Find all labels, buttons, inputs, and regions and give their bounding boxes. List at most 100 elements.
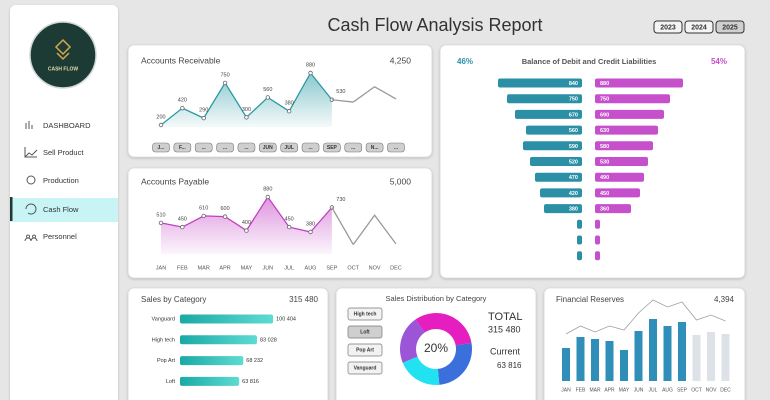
bar-left bbox=[577, 251, 582, 261]
slicer-button[interactable] bbox=[347, 325, 383, 339]
x-tick-label: NOV bbox=[706, 387, 718, 393]
bar-label: 590 bbox=[569, 144, 578, 150]
slicer-button[interactable] bbox=[347, 307, 383, 321]
x-tick-label: NOV bbox=[369, 265, 381, 271]
category-label: Loft bbox=[166, 379, 176, 385]
bar-left bbox=[526, 125, 582, 135]
data-label: 300 bbox=[242, 107, 251, 113]
slicer-button[interactable] bbox=[347, 343, 383, 357]
point bbox=[158, 220, 164, 226]
panel-title: Accounts Payable bbox=[141, 176, 209, 186]
bar-left bbox=[523, 141, 582, 151]
month-button[interactable] bbox=[152, 142, 170, 153]
bar-value: 63 816 bbox=[242, 379, 259, 385]
bar-left bbox=[498, 78, 582, 88]
year-button[interactable] bbox=[653, 20, 683, 34]
x-tick-label: OCT bbox=[347, 265, 359, 271]
point bbox=[308, 70, 313, 76]
point bbox=[158, 122, 164, 128]
nav-item[interactable]: Sell Product bbox=[43, 148, 84, 157]
bar-right bbox=[595, 188, 640, 198]
month-button-label: N... bbox=[371, 145, 379, 151]
panel-distribution bbox=[335, 287, 537, 400]
icon-sell bbox=[24, 147, 38, 158]
nav-item[interactable]: Production bbox=[43, 176, 79, 185]
point bbox=[308, 229, 313, 235]
month-button-label: JUN bbox=[263, 145, 273, 151]
bar-label: 520 bbox=[569, 159, 578, 165]
area bbox=[161, 197, 332, 254]
bar-right bbox=[595, 204, 631, 214]
data-label: 400 bbox=[242, 220, 251, 226]
data-label: 290 bbox=[199, 108, 208, 114]
month-button[interactable] bbox=[344, 142, 363, 153]
current-title: Current bbox=[490, 346, 521, 356]
bar-label: 880 bbox=[600, 81, 609, 87]
donut-center: 20% bbox=[424, 341, 448, 355]
point bbox=[286, 224, 292, 230]
data-label: 600 bbox=[220, 206, 229, 212]
month-button[interactable] bbox=[258, 142, 277, 153]
bar bbox=[576, 337, 585, 381]
nav-item[interactable]: DASHBOARD bbox=[43, 121, 91, 130]
x-tick-label: AUG bbox=[305, 265, 317, 271]
month-button[interactable] bbox=[387, 142, 405, 153]
month-button[interactable] bbox=[194, 142, 213, 153]
month-button[interactable] bbox=[280, 142, 298, 153]
month-button[interactable] bbox=[237, 142, 256, 153]
total-value: 315 480 bbox=[488, 324, 521, 334]
year-button[interactable] bbox=[715, 20, 745, 34]
x-tick-label: DEC bbox=[390, 265, 402, 271]
month-button[interactable] bbox=[173, 142, 192, 153]
data-label: 880 bbox=[306, 62, 315, 68]
bar-label: 690 bbox=[600, 112, 609, 118]
bar bbox=[180, 356, 244, 366]
x-tick-label: JAN bbox=[561, 387, 571, 393]
nav-item[interactable]: Personnel bbox=[43, 232, 77, 241]
category-label: Pop Art bbox=[157, 358, 176, 364]
line bbox=[352, 85, 397, 103]
panel-title: Balance of Debit and Credit Liabilities bbox=[522, 57, 657, 66]
left-share: 46% bbox=[457, 57, 473, 66]
point bbox=[244, 115, 249, 120]
x-tick-label: JUL bbox=[284, 265, 294, 271]
bar-label: 450 bbox=[600, 191, 609, 197]
bar-label: 380 bbox=[569, 207, 578, 213]
x-tick-label: JAN bbox=[156, 265, 166, 271]
year-button[interactable] bbox=[684, 20, 714, 34]
category-label: Vanguard bbox=[152, 316, 175, 322]
bar-right bbox=[595, 251, 600, 261]
bar bbox=[620, 350, 628, 381]
point bbox=[201, 115, 206, 121]
nav-item[interactable]: Cash Flow bbox=[43, 205, 79, 214]
bar-value: 68 232 bbox=[246, 358, 263, 364]
nav-active-marker bbox=[10, 197, 13, 221]
point bbox=[180, 105, 185, 111]
bar-label: 420 bbox=[569, 191, 578, 197]
bar-right bbox=[595, 109, 664, 119]
slicer-label: Loft bbox=[360, 329, 370, 335]
x-tick-label: MAY bbox=[241, 265, 253, 271]
panel-receivable bbox=[127, 44, 433, 158]
point bbox=[180, 224, 185, 230]
icon-personnel bbox=[24, 234, 38, 242]
data-label: 750 bbox=[220, 72, 229, 78]
data-label: 450 bbox=[178, 217, 187, 223]
month-button[interactable] bbox=[301, 142, 320, 153]
month-button[interactable] bbox=[323, 142, 341, 153]
bar-label: 580 bbox=[600, 144, 609, 150]
panel-total: 4,394 bbox=[714, 295, 735, 304]
data-label: 880 bbox=[263, 186, 272, 192]
slicer-button[interactable] bbox=[347, 361, 383, 375]
x-tick-label: MAY bbox=[619, 387, 630, 393]
bar bbox=[180, 335, 257, 345]
month-button[interactable] bbox=[216, 142, 234, 153]
year-button-label: 2023 bbox=[660, 24, 676, 31]
bar-right bbox=[595, 219, 600, 229]
bar bbox=[692, 335, 701, 381]
month-button[interactable] bbox=[365, 142, 384, 153]
x-tick-label: SEP bbox=[326, 265, 337, 271]
bar-label: 670 bbox=[569, 112, 578, 118]
donut-slice bbox=[400, 319, 425, 363]
donut-slice bbox=[402, 356, 440, 385]
